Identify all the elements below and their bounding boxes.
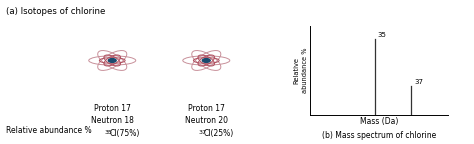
Text: (b) Mass spectrum of chlorine: (b) Mass spectrum of chlorine bbox=[322, 131, 437, 140]
Text: Proton 17
Neutron 18: Proton 17 Neutron 18 bbox=[91, 104, 134, 125]
Text: 35: 35 bbox=[105, 130, 112, 135]
Text: 37: 37 bbox=[199, 130, 207, 135]
Text: Relative abundance %: Relative abundance % bbox=[6, 126, 91, 135]
Y-axis label: Relative
abundance %: Relative abundance % bbox=[294, 48, 308, 93]
Text: Proton 17
Neutron 20: Proton 17 Neutron 20 bbox=[185, 104, 228, 125]
Circle shape bbox=[108, 59, 116, 62]
Text: 35: 35 bbox=[377, 32, 386, 38]
Text: (a) Isotopes of chlorine: (a) Isotopes of chlorine bbox=[6, 7, 105, 16]
Text: Cl(75%): Cl(75%) bbox=[109, 129, 139, 138]
Text: Cl(25%): Cl(25%) bbox=[203, 129, 234, 138]
Circle shape bbox=[202, 59, 210, 62]
X-axis label: Mass (Da): Mass (Da) bbox=[360, 117, 398, 126]
Text: 37: 37 bbox=[414, 79, 423, 85]
